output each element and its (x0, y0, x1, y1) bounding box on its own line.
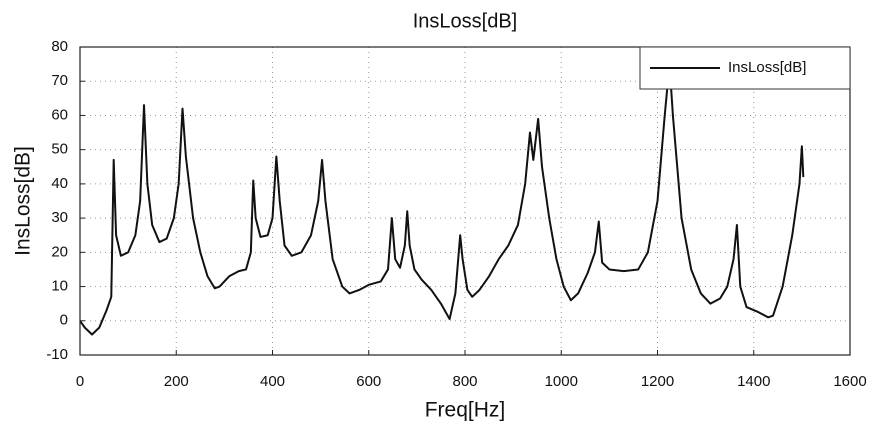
y-tick-label: 20 (51, 243, 68, 260)
x-tick-label: 400 (260, 373, 285, 390)
y-axis-title: InsLoss[dB] (12, 146, 35, 256)
x-tick-label: 1200 (641, 373, 674, 390)
y-tick-label: -10 (46, 346, 68, 363)
legend: InsLoss[dB] (639, 46, 851, 90)
legend-label: InsLoss[dB] (728, 59, 806, 76)
y-tick-label: 80 (51, 38, 68, 55)
x-tick-label: 0 (76, 373, 84, 390)
y-tick-label: 40 (51, 175, 68, 192)
x-tick-label: 1600 (833, 373, 866, 390)
y-tick-label: 0 (60, 312, 68, 329)
plot-lines (80, 63, 805, 336)
x-tick-label: 1400 (737, 373, 770, 390)
y-tick-label: 70 (51, 72, 68, 89)
plot-frame (79, 46, 851, 356)
series-line (80, 63, 805, 336)
x-tick-label: 600 (356, 373, 381, 390)
chart-title: InsLoss[dB] (413, 10, 518, 32)
x-axis-title: Freq[Hz] (425, 399, 506, 422)
grid (79, 46, 851, 356)
x-tick-label: 1000 (545, 373, 578, 390)
y-tick-label: 10 (51, 278, 68, 295)
x-tick-label: 800 (452, 373, 477, 390)
x-tick-label: 200 (164, 373, 189, 390)
y-tick-label: 30 (51, 209, 68, 226)
y-tick-label: 50 (51, 141, 68, 158)
y-tick-label: 60 (51, 106, 68, 123)
